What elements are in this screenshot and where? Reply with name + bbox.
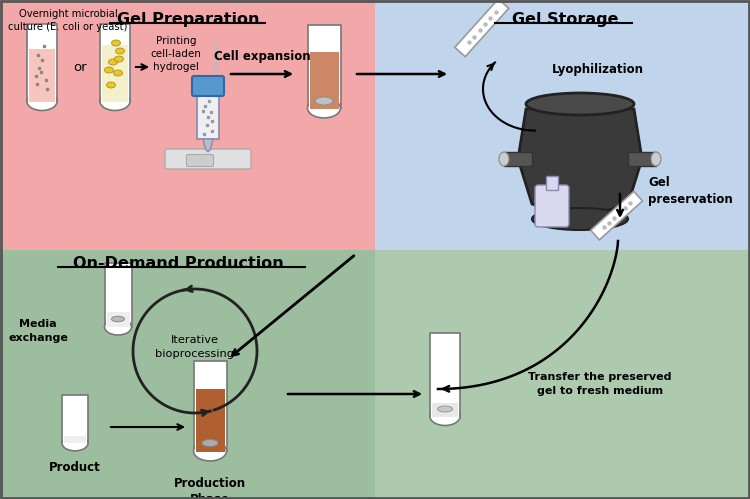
Text: On-Demand Production: On-Demand Production [73, 256, 284, 271]
Polygon shape [454, 0, 509, 57]
Ellipse shape [109, 59, 118, 65]
FancyBboxPatch shape [535, 185, 569, 227]
Ellipse shape [104, 67, 113, 73]
Bar [102, 45, 128, 102]
Bar [106, 305, 130, 326]
Text: Media
exchange: Media exchange [8, 319, 68, 343]
Bar [28, 76, 56, 100]
Text: Product: Product [50, 461, 100, 474]
Bar [195, 421, 225, 450]
Bar [64, 437, 86, 443]
Polygon shape [628, 152, 656, 166]
Ellipse shape [113, 70, 122, 76]
Polygon shape [203, 139, 213, 152]
Bar [194, 361, 226, 451]
Ellipse shape [106, 82, 116, 88]
Polygon shape [518, 109, 642, 219]
Polygon shape [591, 191, 643, 240]
Ellipse shape [62, 435, 88, 451]
Bar [309, 80, 339, 107]
Ellipse shape [194, 441, 226, 461]
Bar [29, 49, 55, 102]
Text: Lyophilization: Lyophilization [552, 62, 644, 75]
Bar [0, 0, 375, 250]
Bar [101, 76, 129, 100]
Bar [546, 176, 558, 190]
Bar [100, 24, 130, 101]
Bar [196, 389, 224, 452]
Text: Gel
preservation: Gel preservation [648, 176, 733, 206]
Ellipse shape [499, 152, 509, 166]
Bar [375, 250, 750, 499]
Bar [375, 0, 750, 250]
FancyBboxPatch shape [165, 149, 251, 169]
Ellipse shape [437, 406, 452, 412]
Ellipse shape [112, 40, 121, 46]
Text: Gel Storage: Gel Storage [512, 12, 618, 27]
Bar [63, 426, 87, 442]
Text: Transfer the preserved
gel to fresh medium: Transfer the preserved gel to fresh medi… [528, 372, 672, 396]
Ellipse shape [112, 316, 125, 322]
Text: Cell expansion: Cell expansion [214, 50, 310, 63]
Bar [0, 250, 375, 499]
Text: or: or [74, 60, 87, 73]
Ellipse shape [104, 319, 131, 335]
Ellipse shape [115, 56, 124, 62]
Bar [430, 333, 460, 417]
Bar [432, 403, 458, 417]
Ellipse shape [100, 92, 130, 110]
Text: Overnight microbial
culture (E. coli or yeast): Overnight microbial culture (E. coli or … [8, 9, 128, 32]
Ellipse shape [116, 48, 124, 54]
Text: Gel Preparation: Gel Preparation [117, 12, 260, 27]
Ellipse shape [27, 92, 57, 110]
Bar [310, 52, 338, 109]
Ellipse shape [315, 97, 333, 105]
Text: Production
Phase: Production Phase [174, 477, 246, 499]
FancyBboxPatch shape [192, 76, 224, 96]
Ellipse shape [430, 408, 460, 426]
Polygon shape [504, 152, 532, 166]
Text: Iterative
bioprocessing: Iterative bioprocessing [155, 335, 235, 359]
Bar [27, 24, 57, 101]
Ellipse shape [651, 152, 661, 166]
Ellipse shape [526, 93, 634, 115]
Bar [431, 389, 459, 415]
Ellipse shape [202, 440, 218, 447]
Ellipse shape [308, 98, 340, 118]
Bar [308, 25, 340, 108]
Text: Printing
cell-laden
hydrogel: Printing cell-laden hydrogel [151, 36, 202, 72]
FancyBboxPatch shape [187, 155, 214, 167]
Bar [62, 395, 88, 443]
Ellipse shape [532, 208, 628, 230]
Bar [106, 312, 130, 327]
Bar [197, 91, 219, 139]
Bar [104, 263, 131, 327]
